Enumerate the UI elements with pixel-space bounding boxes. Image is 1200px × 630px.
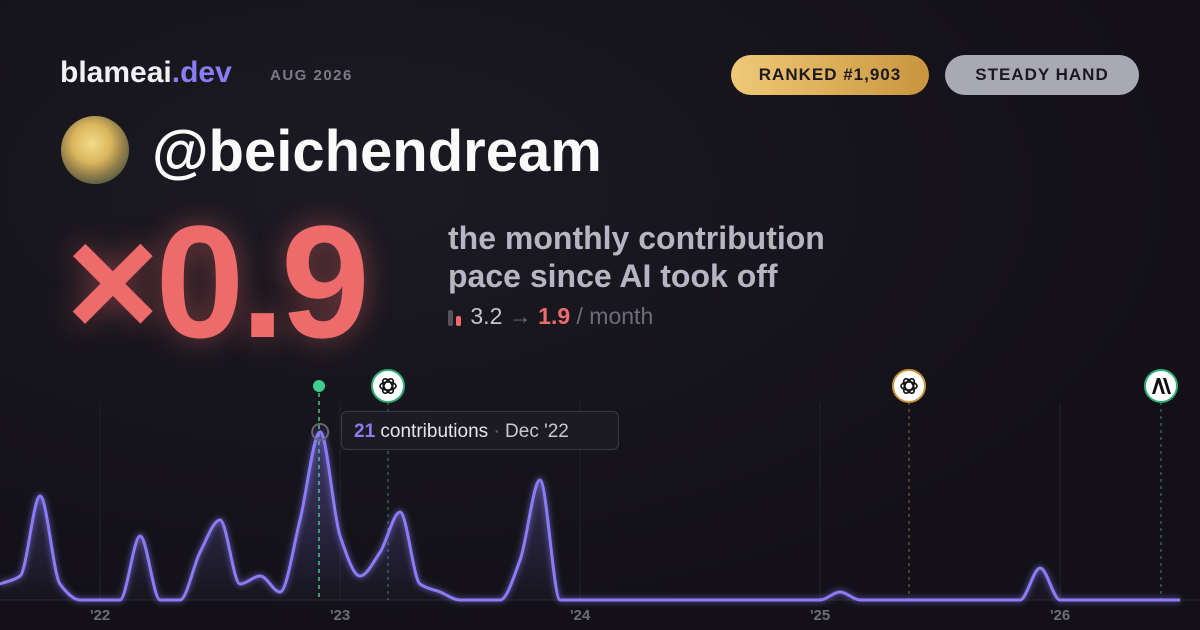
unit: / month (576, 303, 654, 329)
event-icon (1144, 369, 1178, 403)
tooltip: 21 contributions · Dec '22 (341, 411, 619, 450)
x-tick-label: '24 (570, 607, 591, 624)
x-tick-label: '26 (1050, 607, 1070, 624)
after: 1.9 (538, 303, 571, 329)
brand-name: blameai (60, 56, 172, 89)
tooltip-date: Dec '22 (505, 421, 569, 442)
style-badge: STEADY HAND (945, 55, 1139, 95)
area (0, 432, 1181, 600)
before-bar (448, 310, 453, 326)
tooltip-label: contributions (380, 421, 489, 442)
pace-row: 3.2 → 1.9 / month (448, 303, 653, 330)
brand-tld: .dev (171, 56, 232, 89)
handle: @beichendream (152, 119, 602, 184)
event-icon (892, 369, 926, 403)
x-tick-label: '25 (810, 607, 830, 624)
avatar (61, 116, 129, 184)
event-dot (313, 380, 325, 392)
before: 3.2 (470, 303, 503, 329)
line-glow (0, 429, 1181, 603)
tooltip-sep: · (493, 421, 500, 442)
date: AUG 2026 (270, 67, 353, 84)
line (0, 430, 1181, 602)
caption: the monthly contribution (448, 220, 825, 256)
peak-marker (311, 423, 330, 441)
arrow: → (508, 303, 532, 329)
x-tick-label: '23 (330, 607, 350, 624)
tooltip-count: 21 (354, 421, 376, 442)
caption: pace since AI took off (448, 258, 778, 294)
rank-badge: RANKED #1,903 (731, 55, 929, 95)
multiplier: ×0.9 (66, 192, 370, 371)
brand: blameai.dev (60, 56, 232, 90)
x-tick-label: '22 (90, 607, 110, 624)
after-bar (456, 316, 461, 326)
event-icon (371, 369, 405, 403)
